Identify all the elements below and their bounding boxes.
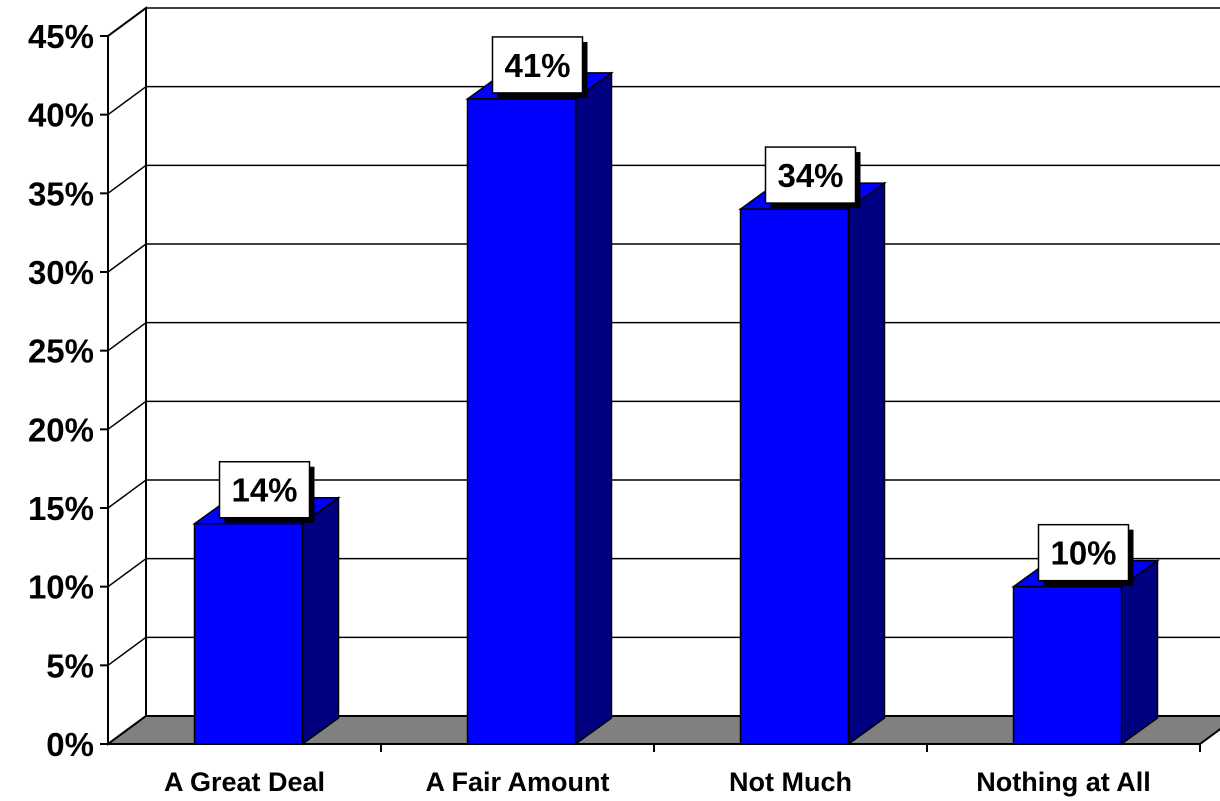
y-tick-label: 40% [28, 97, 94, 134]
y-tick-label: 20% [28, 411, 94, 448]
chart-walls [107, 6, 147, 746]
data-label-text: 41% [504, 47, 570, 84]
data-label: 41% [491, 36, 588, 98]
y-tick-label: 0% [46, 726, 94, 763]
y-tick-label: 35% [28, 175, 94, 212]
bars [192, 71, 1160, 746]
bar [1011, 559, 1160, 746]
gridline [107, 479, 1220, 509]
x-tick-label: Nothing at All [976, 767, 1150, 797]
y-tick-label: 45% [28, 18, 94, 55]
data-label: 14% [218, 460, 315, 523]
y-tick-label: 30% [28, 254, 94, 291]
gridline [107, 7, 1220, 37]
bar [192, 496, 341, 746]
data-labels: 14% 41% 34% 10% [218, 36, 1134, 586]
gridline [107, 321, 1220, 352]
x-tick-label: Not Much [729, 767, 852, 797]
data-label-text: 10% [1050, 535, 1116, 572]
x-tick-label: A Great Deal [164, 767, 325, 797]
y-tick-label: 5% [46, 647, 94, 684]
data-label: 10% [1037, 523, 1134, 586]
bar [738, 181, 887, 746]
gridline [107, 164, 1220, 194]
data-label-text: 14% [231, 472, 297, 509]
gridline [107, 85, 1220, 116]
side-wall [107, 6, 147, 746]
y-tick-label: 25% [28, 333, 94, 370]
x-tick-label: A Fair Amount [426, 767, 610, 797]
data-label-text: 34% [777, 157, 843, 194]
bar [465, 71, 614, 746]
y-axis-ticks: 0% 5% 10% 15% 20% 25% 30% 35% 40% 45% [28, 18, 108, 763]
y-tick-label: 15% [28, 490, 94, 527]
data-label: 34% [764, 146, 861, 209]
x-axis-ticks: A Great Deal A Fair Amount Not Much Nothing… [164, 744, 1201, 797]
gridline [107, 400, 1220, 430]
gridline [107, 243, 1220, 273]
y-tick-label: 10% [28, 569, 94, 606]
